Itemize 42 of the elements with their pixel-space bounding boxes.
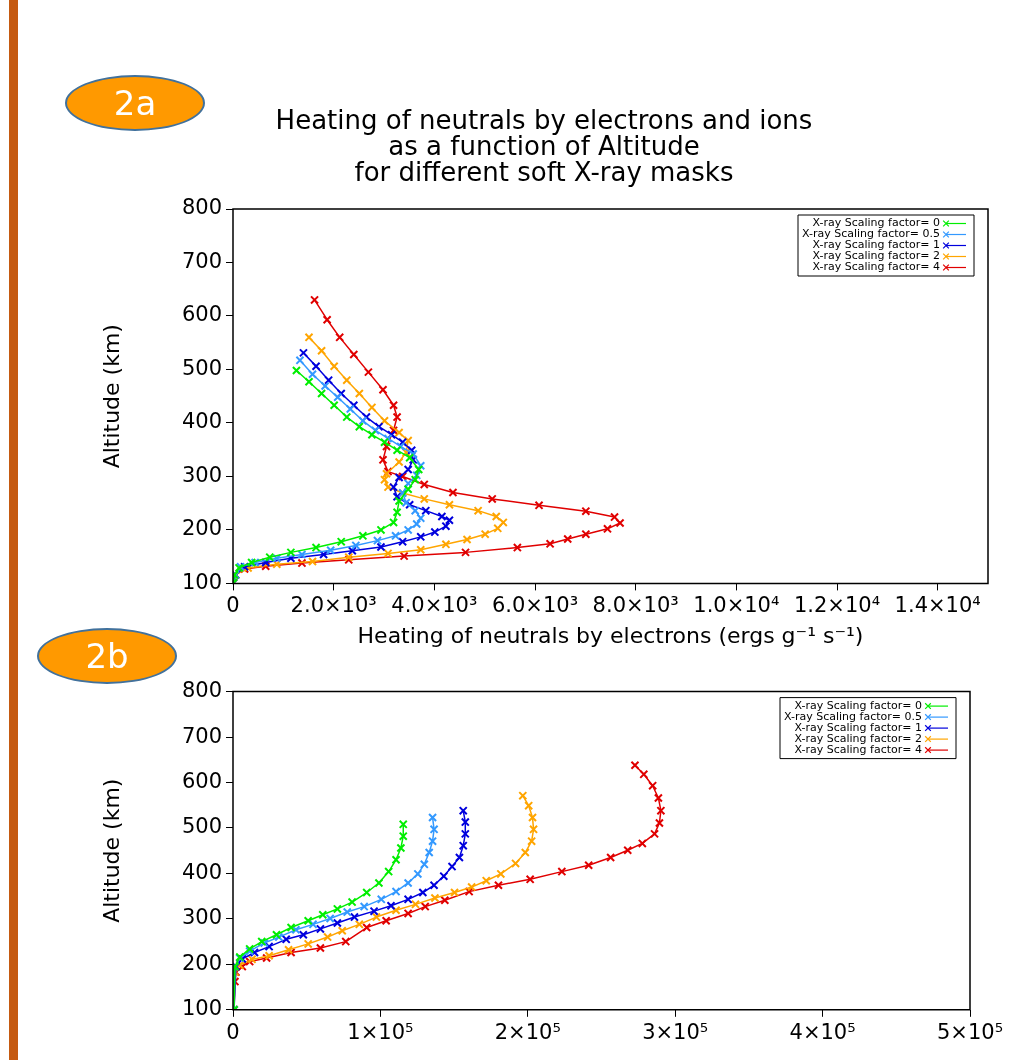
y-tick-label: 800	[181, 195, 222, 220]
oval-badge: 2b	[37, 628, 177, 684]
legend-label: X-ray Scaling factor= 0	[812, 216, 940, 230]
chart-title: Heating of neutrals by electrons and ions as a function of Altitude for different soft X-ray masks	[275, 104, 813, 187]
x-tick-label: 6.0×10³	[491, 593, 579, 618]
legend-label: X-ray Scaling factor= 0.5	[802, 227, 940, 241]
legend-label: X-ray Scaling factor= 1	[812, 238, 940, 252]
y-tick-label: 300	[181, 462, 222, 487]
x-tick-label: 4.0×10³	[391, 593, 478, 618]
legend-label: X-ray Scaling factor= 4	[812, 260, 940, 274]
y-tick-label: 100	[181, 996, 222, 1021]
oval-badge: 2a	[65, 75, 205, 131]
x-tick-label: 1×10⁵	[347, 1019, 414, 1044]
legend-label: X-ray Scaling factor= 0	[794, 698, 922, 712]
x-tick-label: 8.0×10³	[592, 593, 679, 618]
x-tick-label: 0	[226, 1019, 240, 1044]
y-tick-label: 300	[181, 905, 222, 930]
y-tick-label: 500	[181, 814, 222, 839]
x-tick-label: 1.0×10⁴	[693, 593, 780, 618]
x-tick-label: 0	[226, 593, 240, 618]
y-tick-label: 400	[181, 409, 222, 434]
y-tick-label: 700	[181, 248, 222, 273]
x-tick-label: 4×10⁵	[789, 1019, 856, 1044]
x-tick-label: 3×10⁵	[642, 1019, 709, 1044]
x-tick-label: 1.4×10⁴	[894, 593, 981, 618]
y-tick-label: 400	[181, 859, 222, 884]
x-tick-label: 5×10⁵	[936, 1019, 1004, 1044]
y-tick-label: 200	[181, 950, 222, 975]
x-axis-title: Heating of neutrals by electrons (ergs g⁻¹ s⁻¹)	[357, 622, 864, 648]
y-axis-title: Altitude (km)	[98, 778, 124, 923]
y-axis-title: Altitude (km)	[98, 324, 124, 469]
y-tick-label: 200	[181, 516, 222, 541]
y-tick-label: 100	[181, 569, 222, 594]
x-tick-label: 1.2×10⁴	[793, 593, 881, 618]
legend-label: X-ray Scaling factor= 2	[812, 249, 940, 263]
x-tick-label: 2.0×10³	[290, 593, 377, 618]
y-tick-label: 600	[181, 302, 222, 327]
y-tick-label: 500	[181, 355, 222, 380]
y-tick-label: 600	[181, 768, 222, 793]
y-tick-label: 800	[181, 678, 222, 703]
y-tick-label: 700	[181, 723, 222, 748]
x-tick-label: 2×10⁵	[494, 1019, 561, 1044]
